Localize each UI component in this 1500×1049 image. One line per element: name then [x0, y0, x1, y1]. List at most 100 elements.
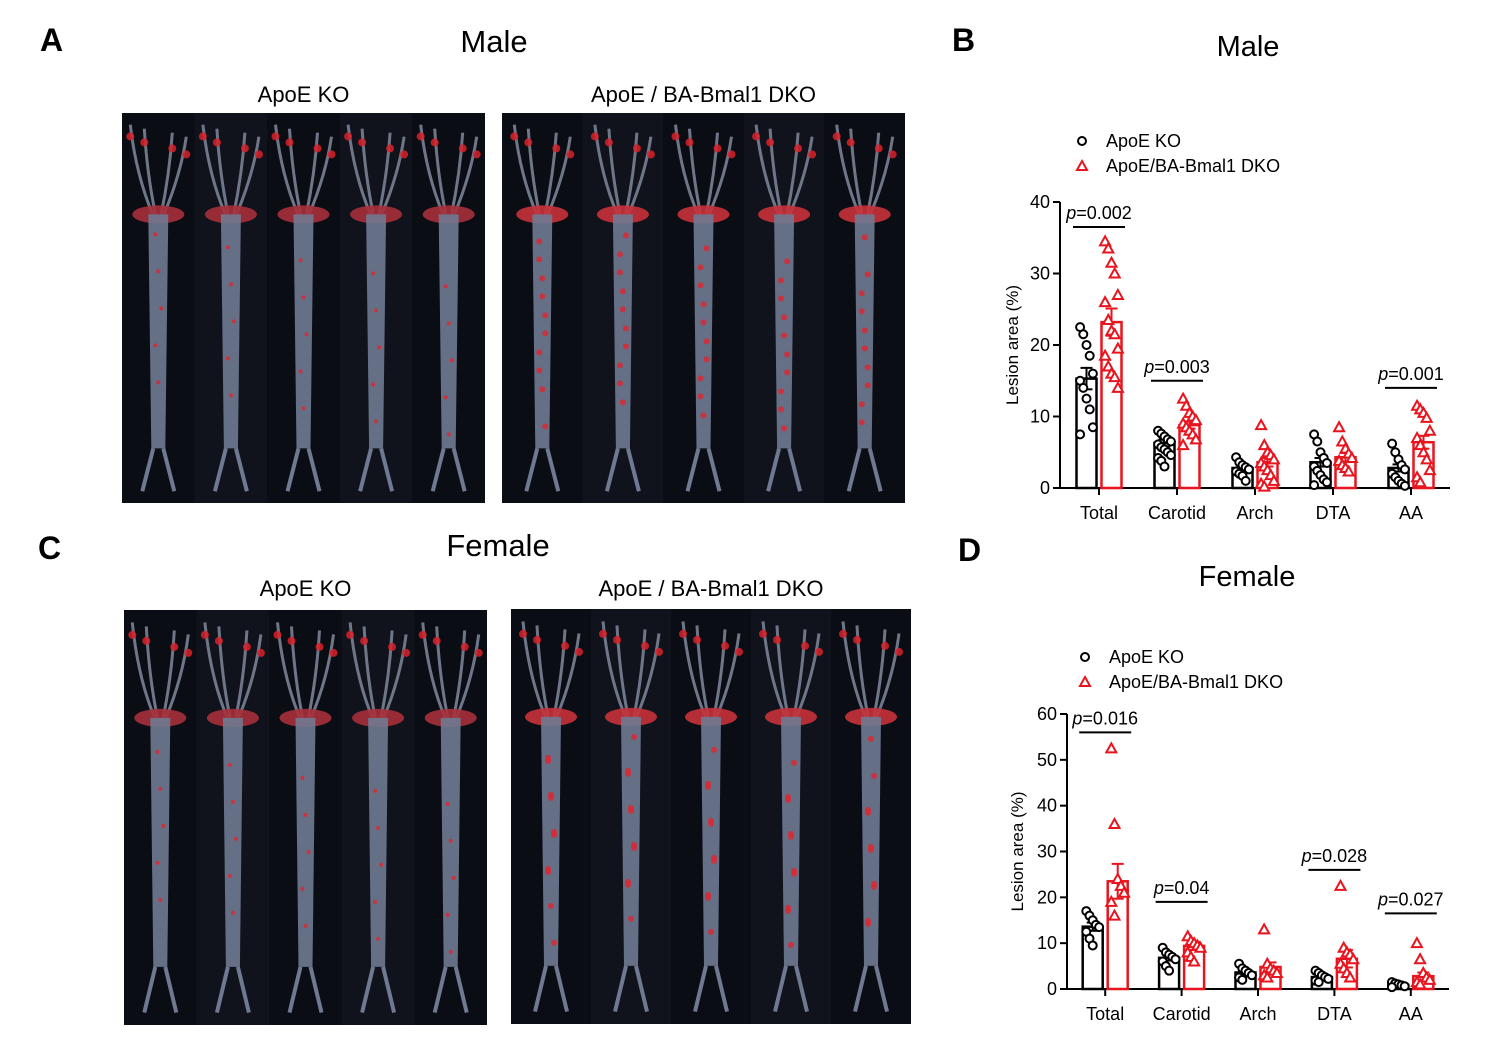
lesion-spot — [376, 936, 381, 941]
lesion-spot — [388, 642, 397, 651]
lesion-spot — [708, 928, 714, 935]
lesion-spot — [778, 277, 785, 284]
lesion-spot — [159, 306, 164, 311]
lesion-spot — [545, 757, 551, 764]
descending-aorta — [693, 214, 714, 449]
aortic-arch — [677, 205, 730, 224]
lesion-spot — [374, 419, 379, 424]
panel-letter-a: A — [40, 22, 64, 58]
chart-title: Male — [1217, 31, 1280, 63]
descending-aorta — [293, 214, 314, 449]
lesion-spot — [871, 883, 877, 890]
descending-aorta — [861, 716, 881, 966]
descending-aorta — [438, 214, 459, 449]
x-tick-label: AA — [1399, 503, 1423, 523]
iliac-branch — [212, 447, 249, 492]
aortic-arch — [596, 205, 649, 224]
iliac-branch — [604, 447, 641, 492]
lesion-spot — [646, 150, 655, 159]
panel-c-dko-aorta-photo — [511, 609, 911, 1024]
data-point-ko — [1240, 475, 1251, 486]
data-point-ko — [1081, 393, 1092, 404]
lesion-spot — [575, 647, 583, 656]
lesion-spot — [519, 629, 527, 638]
lesion-spot — [373, 899, 378, 904]
iliac-branch — [140, 447, 177, 492]
lesion-spot — [524, 138, 533, 147]
data-point-ko — [1399, 981, 1410, 992]
descending-aorta — [612, 214, 633, 449]
lesion-spot — [126, 132, 135, 141]
lesion-spot — [616, 269, 623, 276]
panel-letter-c: C — [38, 530, 62, 566]
y-axis-label: Lesion area (%) — [1003, 285, 1022, 405]
y-axis-label: Lesion area (%) — [1008, 791, 1027, 911]
x-tick-label: AA — [1399, 1004, 1423, 1024]
lesion-spot — [846, 138, 855, 147]
iliac-branch — [685, 447, 722, 492]
iliac-branch — [287, 966, 324, 1014]
lesion-spot — [613, 635, 621, 644]
iliac-branch — [766, 447, 803, 492]
lesion-spot — [142, 636, 151, 645]
descending-aorta — [220, 214, 241, 449]
lesion-spot — [539, 293, 546, 300]
lesion-spot — [781, 332, 788, 339]
aortic-arch — [204, 205, 257, 224]
iliac-branch — [613, 965, 649, 1013]
lesion-spot — [832, 132, 841, 141]
lesion-spot — [271, 132, 280, 141]
lesion-spot — [735, 647, 743, 656]
data-point-ko — [1387, 438, 1398, 449]
lesion-spot — [225, 356, 230, 361]
data-point-dko — [1111, 380, 1125, 393]
iliac-branch — [524, 447, 561, 492]
lesion-spot — [708, 820, 714, 827]
lesion-spot — [510, 132, 519, 141]
lesion-spot — [233, 836, 238, 841]
lesion-spot — [641, 641, 649, 650]
data-point-dko — [1254, 418, 1268, 431]
data-point-ko — [1084, 350, 1095, 361]
lesion-spot — [536, 256, 543, 263]
lesion-spot — [313, 144, 322, 153]
data-point-dko — [1270, 965, 1284, 978]
panel-c-title: Female — [446, 528, 550, 563]
lesion-spot — [227, 762, 232, 767]
iliac-branch — [358, 447, 395, 492]
p-value-label: p=0.001 — [1377, 364, 1444, 384]
lesion-spot — [801, 641, 809, 650]
data-point-ko — [1313, 977, 1324, 988]
legend-marker-ko — [1080, 652, 1090, 662]
lesion-spot — [552, 144, 561, 153]
lesion-spot — [358, 138, 367, 147]
panel-letter-d: D — [958, 532, 982, 568]
lesion-spot — [868, 735, 874, 742]
descending-aorta — [774, 214, 795, 449]
lesion-spot — [298, 258, 303, 263]
lesion-spot — [551, 939, 557, 946]
lesion-spot — [536, 238, 543, 245]
y-tick-label: 40 — [1030, 192, 1050, 212]
y-tick-label: 20 — [1037, 887, 1057, 907]
lesion-spot — [156, 269, 161, 274]
lesion-spot — [759, 629, 767, 638]
lesion-spot — [545, 868, 551, 875]
lesion-spot — [700, 301, 707, 308]
data-point-dko — [1332, 420, 1346, 433]
iliac-branch — [773, 965, 809, 1013]
lesion-spot — [256, 648, 265, 657]
data-point-ko — [1309, 480, 1320, 491]
lesion-spot — [784, 369, 791, 376]
lesion-spot — [254, 150, 263, 159]
lesion-spot — [158, 786, 163, 791]
legend-marker-dko — [1075, 158, 1089, 171]
lesion-spot — [616, 251, 623, 258]
lesion-spot — [458, 144, 467, 153]
lesion-spot — [155, 860, 160, 865]
lesion-spot — [329, 648, 338, 657]
x-tick-label: Arch — [1239, 1004, 1276, 1024]
lesion-spot — [460, 642, 469, 651]
lesion-spot — [622, 343, 629, 350]
data-point-ko — [1321, 457, 1332, 468]
